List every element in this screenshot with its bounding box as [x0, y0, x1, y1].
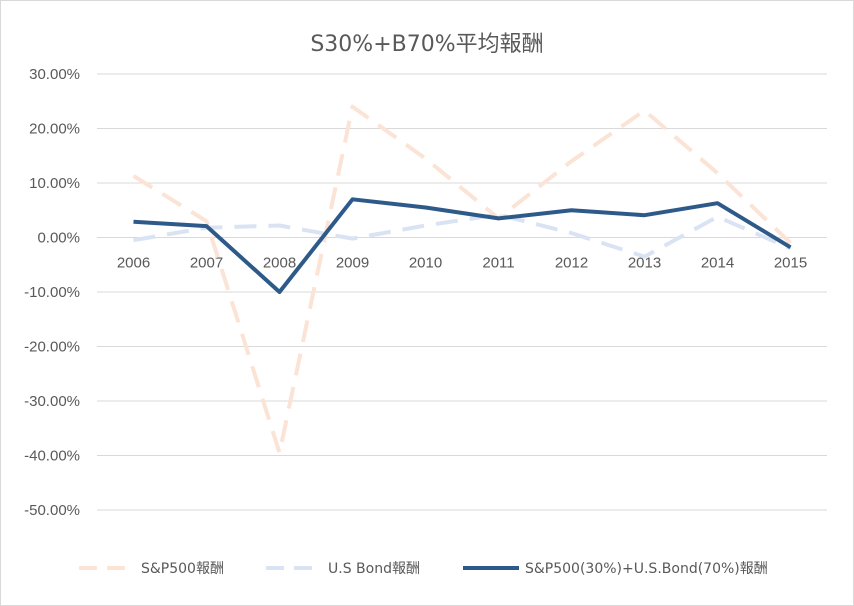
series-3 [133, 197, 792, 294]
series-layer [132, 104, 792, 455]
chart-title: S30%+B70%平均報酬 [310, 32, 543, 57]
y-tick-label: 20.00% [29, 121, 80, 138]
x-tick-label: 2012 [555, 255, 588, 272]
x-tick-label: 2011 [482, 255, 514, 272]
legend-label: S&P500(30%)+U.S.Bond(70%)報酬 [525, 561, 768, 577]
x-tick-label: 2007 [190, 255, 223, 272]
x-tick-label: 2009 [336, 255, 369, 272]
legend: S&P500報酬 U.S Bond報酬 S&P500(30%)+U.S.Bond(7… [79, 561, 768, 577]
y-tick-label: -10.00% [24, 284, 80, 301]
y-tick-label: -50.00% [24, 502, 80, 519]
legend-item: U.S Bond報酬 [266, 561, 420, 577]
legend-label: U.S Bond報酬 [328, 561, 420, 577]
series-line [132, 104, 792, 455]
x-tick-label: 2010 [409, 255, 442, 272]
x-tick-label: 2015 [774, 255, 807, 272]
legend-item: S&P500(30%)+U.S.Bond(70%)報酬 [463, 561, 768, 577]
x-tick-label: 2008 [263, 255, 296, 272]
series-line [133, 212, 792, 259]
series-line [133, 197, 792, 294]
legend-item: S&P500報酬 [79, 561, 224, 577]
grid-layer [97, 73, 827, 511]
y-tick-label: -40.00% [24, 448, 80, 465]
x-tick-label: 2006 [117, 255, 150, 272]
y-tick-label: 0.00% [37, 230, 80, 247]
x-tick-label: 2013 [628, 255, 661, 272]
x-tick-label: 2014 [701, 255, 734, 272]
legend-label: S&P500報酬 [141, 561, 224, 577]
y-tick-label: 10.00% [29, 175, 80, 192]
y-axis-tick-labels: 30.00% 20.00% 10.00% 0.00% -10.00% -20.00% -30… [24, 66, 80, 519]
x-axis-tick-labels: 2006 2007 2008 2009 2010 2011 2012 2013 2014 2015 [117, 255, 807, 272]
y-tick-label: -30.00% [24, 393, 80, 410]
y-tick-label: -20.00% [24, 339, 80, 356]
y-tick-label: 30.00% [29, 66, 80, 83]
